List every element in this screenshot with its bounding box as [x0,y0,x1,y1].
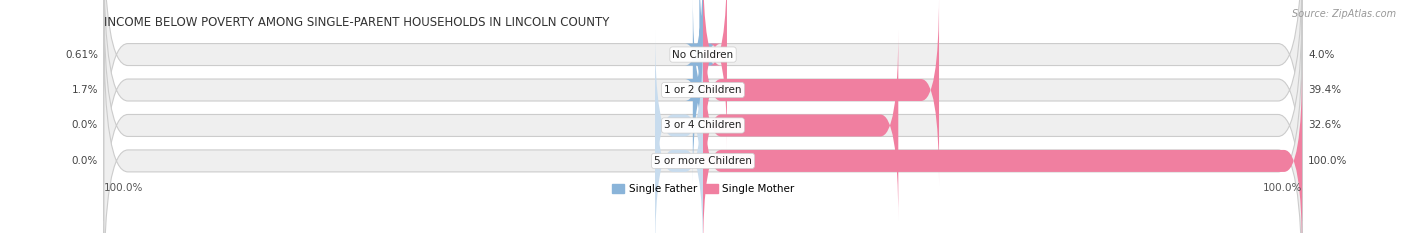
Text: 0.61%: 0.61% [65,50,98,60]
FancyBboxPatch shape [655,65,703,233]
FancyBboxPatch shape [104,0,1302,221]
Text: 39.4%: 39.4% [1308,85,1341,95]
Text: INCOME BELOW POVERTY AMONG SINGLE-PARENT HOUSEHOLDS IN LINCOLN COUNTY: INCOME BELOW POVERTY AMONG SINGLE-PARENT… [104,16,609,29]
FancyBboxPatch shape [703,65,1302,233]
FancyBboxPatch shape [703,0,727,150]
Text: 0.0%: 0.0% [72,156,98,166]
Text: 32.6%: 32.6% [1308,120,1341,130]
Text: 3 or 4 Children: 3 or 4 Children [664,120,742,130]
Text: Source: ZipAtlas.com: Source: ZipAtlas.com [1292,9,1396,19]
Text: 100.0%: 100.0% [104,182,143,192]
Text: 5 or more Children: 5 or more Children [654,156,752,166]
FancyBboxPatch shape [104,0,1302,185]
FancyBboxPatch shape [104,30,1302,233]
FancyBboxPatch shape [655,30,703,221]
FancyBboxPatch shape [703,0,939,185]
Legend: Single Father, Single Mother: Single Father, Single Mother [612,184,794,194]
Text: 0.0%: 0.0% [72,120,98,130]
FancyBboxPatch shape [685,0,717,150]
FancyBboxPatch shape [703,30,898,221]
FancyBboxPatch shape [104,0,1302,233]
Text: No Children: No Children [672,50,734,60]
Text: 100.0%: 100.0% [1308,156,1347,166]
Text: 1 or 2 Children: 1 or 2 Children [664,85,742,95]
Text: 100.0%: 100.0% [1263,182,1302,192]
FancyBboxPatch shape [685,0,711,185]
Text: 1.7%: 1.7% [72,85,98,95]
Text: 4.0%: 4.0% [1308,50,1334,60]
